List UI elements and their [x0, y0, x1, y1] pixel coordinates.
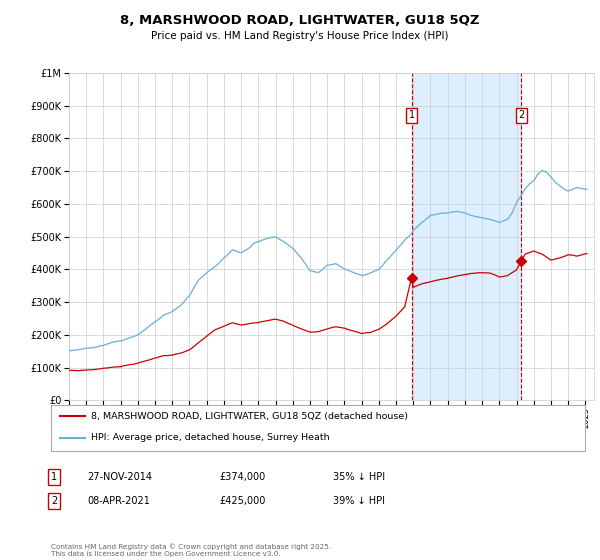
Text: £374,000: £374,000 — [219, 472, 265, 482]
Text: 35% ↓ HPI: 35% ↓ HPI — [333, 472, 385, 482]
Text: £425,000: £425,000 — [219, 496, 265, 506]
Text: Contains HM Land Registry data © Crown copyright and database right 2025.
This d: Contains HM Land Registry data © Crown c… — [51, 544, 331, 557]
Text: HPI: Average price, detached house, Surrey Heath: HPI: Average price, detached house, Surr… — [91, 433, 329, 442]
Text: 1: 1 — [51, 472, 57, 482]
Text: 39% ↓ HPI: 39% ↓ HPI — [333, 496, 385, 506]
Text: 8, MARSHWOOD ROAD, LIGHTWATER, GU18 5QZ (detached house): 8, MARSHWOOD ROAD, LIGHTWATER, GU18 5QZ … — [91, 412, 408, 421]
Text: 08-APR-2021: 08-APR-2021 — [87, 496, 150, 506]
Bar — [412, 73, 521, 400]
Text: 1: 1 — [409, 110, 415, 120]
Text: Price paid vs. HM Land Registry's House Price Index (HPI): Price paid vs. HM Land Registry's House … — [151, 31, 449, 41]
Text: 8, MARSHWOOD ROAD, LIGHTWATER, GU18 5QZ: 8, MARSHWOOD ROAD, LIGHTWATER, GU18 5QZ — [120, 14, 480, 27]
Text: 27-NOV-2014: 27-NOV-2014 — [87, 472, 152, 482]
Text: 2: 2 — [518, 110, 524, 120]
Text: 2: 2 — [51, 496, 57, 506]
